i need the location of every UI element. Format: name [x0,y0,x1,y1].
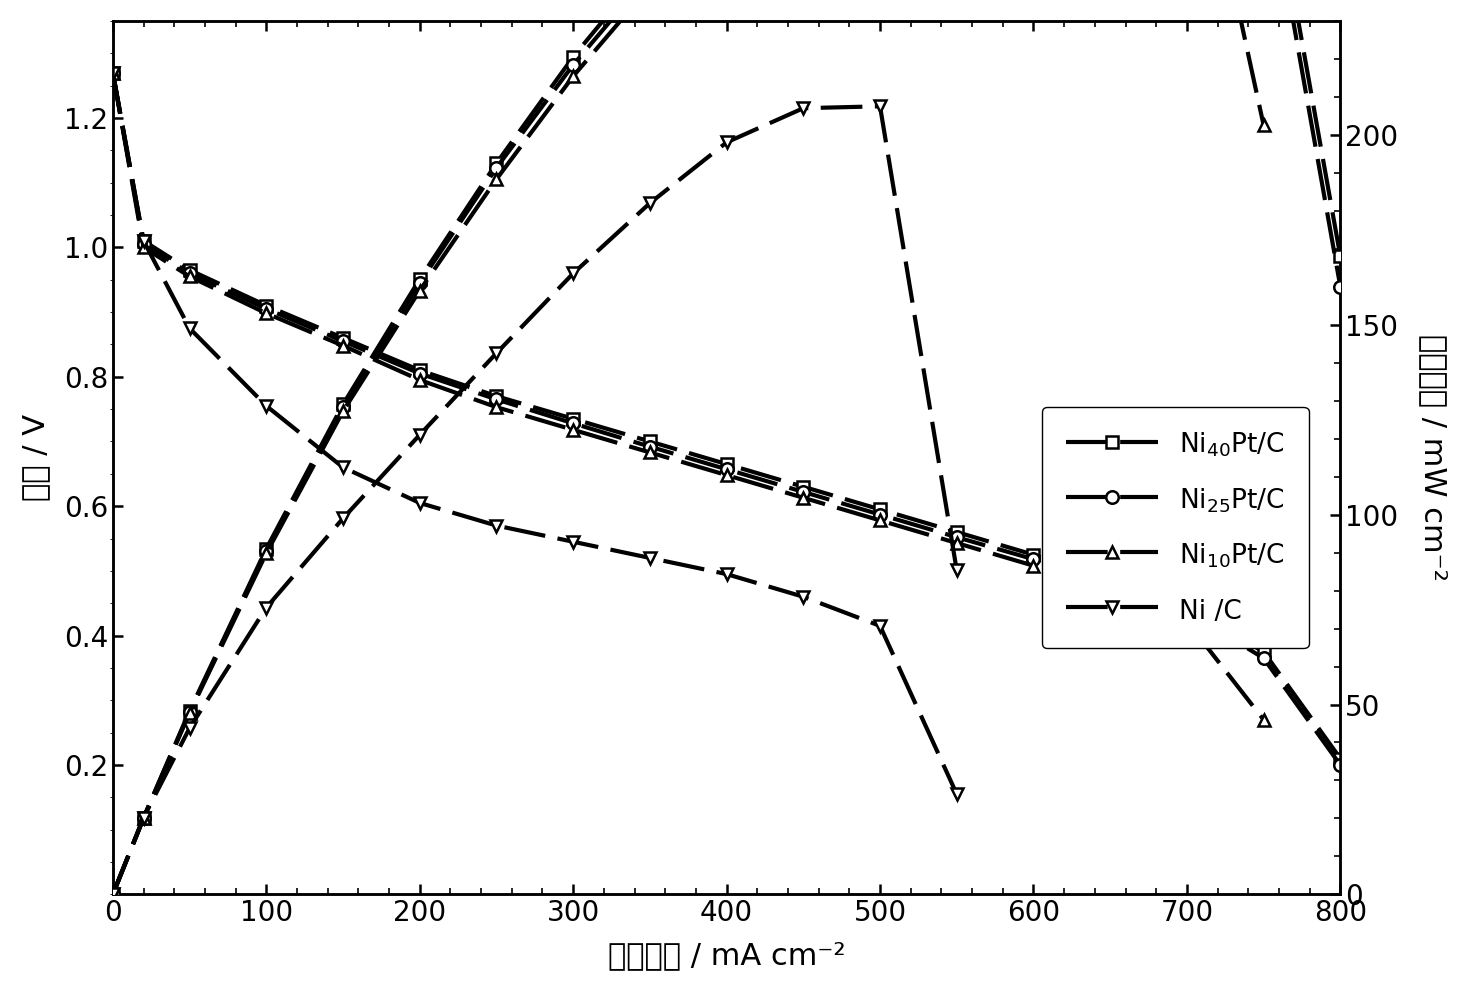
Y-axis label: 电压 / V: 电压 / V [21,414,50,501]
X-axis label: 电流密度 / mA cm⁻²: 电流密度 / mA cm⁻² [608,941,845,970]
Y-axis label: 功率密度 / mW cm⁻²: 功率密度 / mW cm⁻² [1419,334,1448,581]
Legend: Ni$_{40}$Pt/C, Ni$_{25}$Pt/C, Ni$_{10}$Pt/C, Ni /C: Ni$_{40}$Pt/C, Ni$_{25}$Pt/C, Ni$_{10}$P… [1042,406,1309,648]
